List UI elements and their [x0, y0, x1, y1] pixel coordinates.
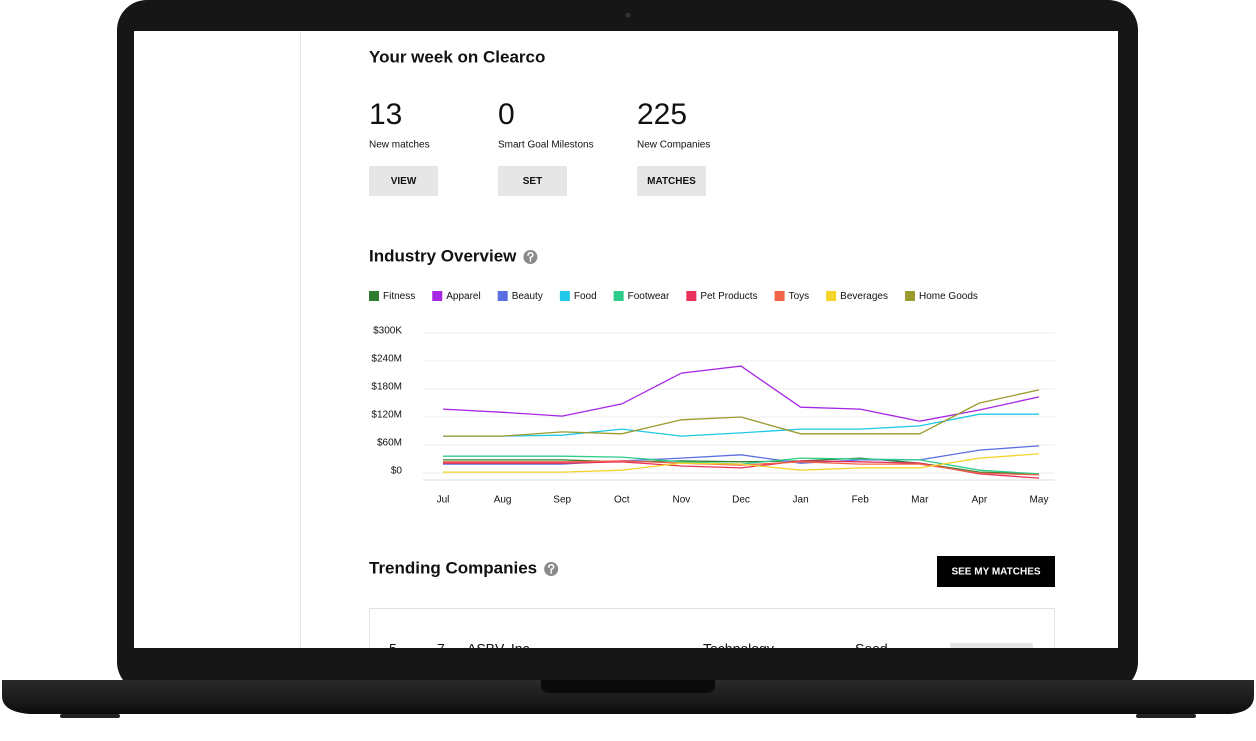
stat-button-label[interactable]: SET: [523, 176, 542, 187]
legend-label: Pet Products: [700, 291, 757, 302]
y-tick-label: $180M: [371, 382, 402, 393]
stat-label: Smart Goal Milestons: [498, 140, 594, 151]
y-tick-label: $240M: [371, 354, 402, 365]
stat-value: 225: [637, 98, 687, 131]
stat-value: 0: [498, 98, 515, 131]
laptop-base: [2, 680, 1254, 714]
company-cell: 7: [437, 641, 445, 657]
legend-swatch: [559, 291, 570, 301]
legend-label: Footwear: [628, 291, 670, 302]
stat-label: New Companies: [637, 140, 710, 151]
series-line: [443, 460, 1040, 476]
legend-label: Fitness: [383, 291, 415, 302]
x-tick-label: Sep: [553, 495, 571, 506]
legend-swatch: [686, 291, 697, 301]
series-line: [442, 365, 1040, 422]
x-tick-label: Dec: [732, 495, 750, 506]
series-line: [443, 445, 1040, 465]
help-glyph: [548, 563, 555, 574]
company-cell: 5: [389, 641, 397, 657]
x-tick-label: Feb: [852, 495, 870, 506]
x-tick-label: Jul: [437, 495, 450, 506]
x-tick-label: Mar: [911, 495, 929, 506]
x-tick-label: Aug: [494, 495, 512, 506]
company-cell: Seed: [855, 641, 888, 657]
company-action[interactable]: [950, 643, 1033, 671]
legend-swatch: [432, 291, 443, 301]
legend-swatch: [904, 291, 915, 301]
y-tick-label: $300K: [373, 326, 402, 337]
foot: [60, 714, 120, 718]
x-tick-label: Oct: [614, 495, 630, 506]
stat-button[interactable]: [637, 166, 706, 196]
notch: [541, 680, 715, 693]
legend-swatch: [369, 291, 379, 301]
series-line: [443, 413, 1039, 437]
company-card: [369, 608, 1055, 648]
section-title: Trending Companies: [369, 558, 537, 577]
y-tick-label: $60M: [377, 438, 402, 449]
legend-label: Apparel: [446, 291, 480, 302]
stat-value: 13: [369, 98, 402, 131]
legend-label: Beauty: [512, 291, 543, 302]
screen: [134, 31, 1118, 648]
legend-swatch: [497, 291, 508, 301]
section-title: Your week on Clearco: [369, 47, 545, 66]
stat-button-label[interactable]: MATCHES: [647, 176, 696, 187]
x-tick-label: Apr: [972, 495, 988, 506]
dashboard: Your week on Clearco 13 New matches VIEW 0 Sm…: [300, 31, 1055, 671]
company-cell: ASBV, Inc: [467, 641, 530, 657]
stat-label: New matches: [369, 140, 430, 151]
legend-swatch: [826, 291, 837, 301]
company-cell: Technology: [703, 641, 774, 657]
y-tick-label: $120M: [371, 410, 402, 421]
legend-label: Home Goods: [919, 291, 978, 302]
chart-title: Industry Overview: [369, 246, 517, 265]
stat-button[interactable]: [369, 166, 438, 196]
x-tick-label: Jan: [793, 495, 809, 506]
x-tick-label: Nov: [673, 495, 691, 506]
see-matches-label[interactable]: SEE MY MATCHES: [951, 567, 1040, 578]
series-line: [443, 453, 1040, 473]
foot: [1136, 714, 1196, 718]
y-tick-label: $0: [391, 466, 403, 477]
see-matches-button[interactable]: [937, 556, 1055, 587]
legend-swatch: [774, 291, 785, 301]
camera: [625, 12, 631, 18]
stat-button-label[interactable]: VIEW: [391, 176, 417, 187]
series-line: [443, 389, 1040, 437]
legend-label: Toys: [789, 291, 810, 302]
stat-button[interactable]: [498, 166, 567, 196]
legend-swatch: [613, 291, 624, 301]
help-glyph: [527, 251, 534, 262]
x-tick-label: May: [1030, 495, 1049, 506]
legend-label: Food: [574, 291, 597, 302]
legend-label: Beverages: [840, 291, 888, 302]
